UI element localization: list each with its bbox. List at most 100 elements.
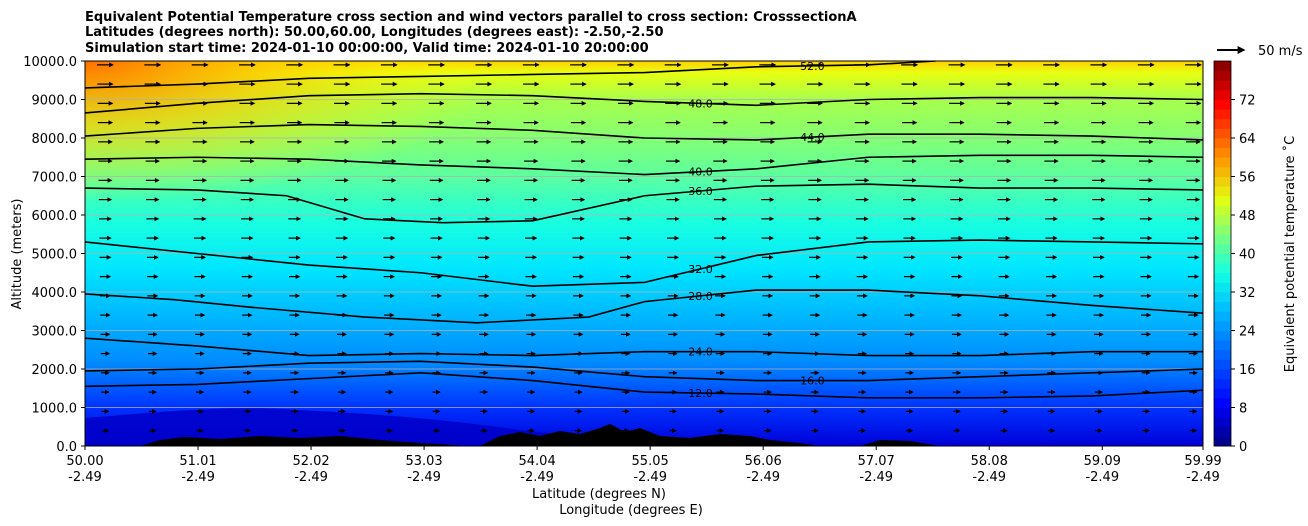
x-tick-label-lat: 58.08 <box>971 454 1008 469</box>
colorbar-band <box>1214 436 1231 447</box>
x-tick-label-lon: -2.49 <box>520 470 554 485</box>
colorbar-band <box>1214 330 1231 341</box>
colorbar-tick-label: 24 <box>1239 325 1256 340</box>
colorbar-band <box>1214 378 1231 389</box>
y-tick-label: 1000.0 <box>32 402 78 417</box>
colorbar-band <box>1214 157 1231 168</box>
colorbar-band <box>1214 205 1231 216</box>
colorbar-band <box>1214 70 1231 81</box>
x-tick-label-lon: -2.49 <box>746 470 780 485</box>
contour-label: 48.0 <box>688 97 713 110</box>
colorbar-band <box>1214 340 1231 351</box>
colorbar-label: Equivalent potential temperature ˚C <box>1282 136 1298 372</box>
x-tick-label-lat: 50.00 <box>66 454 103 469</box>
contour-line <box>85 92 1203 114</box>
contour-line <box>85 239 1203 288</box>
x-axis-label-lat: Latitude (degrees N) <box>532 487 666 502</box>
colorbar-band <box>1214 272 1231 283</box>
colorbar-band <box>1214 80 1231 91</box>
x-tick-label-lat: 52.02 <box>292 454 329 469</box>
colorbar-band <box>1214 176 1231 187</box>
colorbar-tick-label: 8 <box>1239 402 1247 417</box>
colorbar-band <box>1214 417 1231 428</box>
y-tick-label: 0.0 <box>56 440 77 455</box>
colorbar-band <box>1214 359 1231 370</box>
contour-label: 32.0 <box>688 263 713 276</box>
colorbar-band <box>1214 349 1231 360</box>
y-tick-label: 8000.0 <box>32 132 78 147</box>
colorbar-band <box>1214 166 1231 177</box>
x-tick-label-lon: -2.49 <box>1085 470 1119 485</box>
colorbar-band <box>1214 99 1231 110</box>
contour-label: 28.0 <box>688 290 713 303</box>
y-axis: 0.0 1000.0 2000.0 3000.0 4000.0 5000.0 6000.0 7… <box>23 55 85 455</box>
colorbar-band <box>1214 426 1231 437</box>
x-axis-label-lon: Longitude (degrees E) <box>559 503 703 518</box>
colorbar-tick-label: 40 <box>1239 248 1256 263</box>
y-axis-label: Altitude (meters) <box>10 199 25 310</box>
colorbar-band <box>1214 61 1231 72</box>
y-tick-label: 10000.0 <box>23 55 77 70</box>
colorbar-tick-label: 32 <box>1239 286 1256 301</box>
x-tick-label-lon: -2.49 <box>972 470 1006 485</box>
y-tick-label: 7000.0 <box>32 171 78 186</box>
x-tick-label-lon: -2.49 <box>294 470 328 485</box>
x-tick-label-lon: -2.49 <box>68 470 102 485</box>
colorbar-tick-label: 64 <box>1239 132 1256 147</box>
colorbar-tick-label: 56 <box>1239 171 1256 186</box>
x-tick-label-lat: 51.01 <box>179 454 216 469</box>
contour-line <box>85 360 1203 382</box>
colorbar-band <box>1214 118 1231 129</box>
plot-area: 12.016.024.028.032.036.040.044.048.052.0 <box>85 60 1203 446</box>
x-axis: 50.00-2.4951.01-2.4952.02-2.4953.03-2.49… <box>66 446 1222 485</box>
colorbar-tick-label: 0 <box>1239 440 1247 455</box>
y-tick-label: 6000.0 <box>32 209 78 224</box>
contour-label: 24.0 <box>688 346 713 359</box>
colorbar-tick-label: 16 <box>1239 363 1256 378</box>
y-tick-label: 4000.0 <box>32 286 78 301</box>
colorbar-band <box>1214 320 1231 331</box>
colorbar-band <box>1214 369 1231 380</box>
y-tick-label: 3000.0 <box>32 325 78 340</box>
colorbar-band <box>1214 147 1231 158</box>
x-tick-label-lat: 57.07 <box>858 454 895 469</box>
contour-line <box>85 123 1203 141</box>
colorbar-tick-label: 72 <box>1239 94 1256 109</box>
x-tick-label-lon: -2.49 <box>633 470 667 485</box>
contour-lines: 12.016.024.028.032.036.040.044.048.052.0 <box>85 60 1203 400</box>
x-tick-label-lat: 56.06 <box>745 454 782 469</box>
y-tick-label: 5000.0 <box>32 248 78 263</box>
contour-label: 12.0 <box>688 387 713 400</box>
x-tick-label-lat: 54.04 <box>519 454 556 469</box>
colorbar-band <box>1214 128 1231 139</box>
title-line-3: Simulation start time: 2024-01-10 00:00:… <box>85 41 649 56</box>
contour-line <box>85 289 1203 324</box>
contour-line <box>85 61 936 89</box>
colorbar-band <box>1214 397 1231 408</box>
y-tick-label: 9000.0 <box>32 94 78 109</box>
terrain <box>140 424 940 446</box>
colorbar-band <box>1214 388 1231 399</box>
gridlines <box>85 61 1203 446</box>
contour-line <box>85 183 1203 224</box>
quiver-key: 50 m/s <box>1217 44 1303 59</box>
colorbar-band <box>1214 263 1231 274</box>
wind-vectors <box>97 62 1202 434</box>
colorbar-tick-label: 48 <box>1239 209 1256 224</box>
title-line-1: Equivalent Potential Temperature cross s… <box>85 10 857 25</box>
contour-label: 52.0 <box>800 60 825 73</box>
colorbar: 0 8 16 24 32 40 48 56 64 72 <box>1213 60 1256 455</box>
colorbar-band <box>1214 195 1231 206</box>
colorbar-band <box>1214 292 1231 303</box>
x-tick-label-lon: -2.49 <box>859 470 893 485</box>
contour-label: 16.0 <box>800 375 825 388</box>
colorbar-band <box>1214 186 1231 197</box>
colorbar-band <box>1214 138 1231 149</box>
colorbar-band <box>1214 282 1231 293</box>
title-line-2: Latitudes (degrees north): 50.00,60.00, … <box>85 25 664 40</box>
colorbar-band <box>1214 89 1231 100</box>
contour-label: 36.0 <box>688 185 713 198</box>
x-tick-label-lat: 53.03 <box>405 454 442 469</box>
quiver-key-label: 50 m/s <box>1258 44 1303 59</box>
